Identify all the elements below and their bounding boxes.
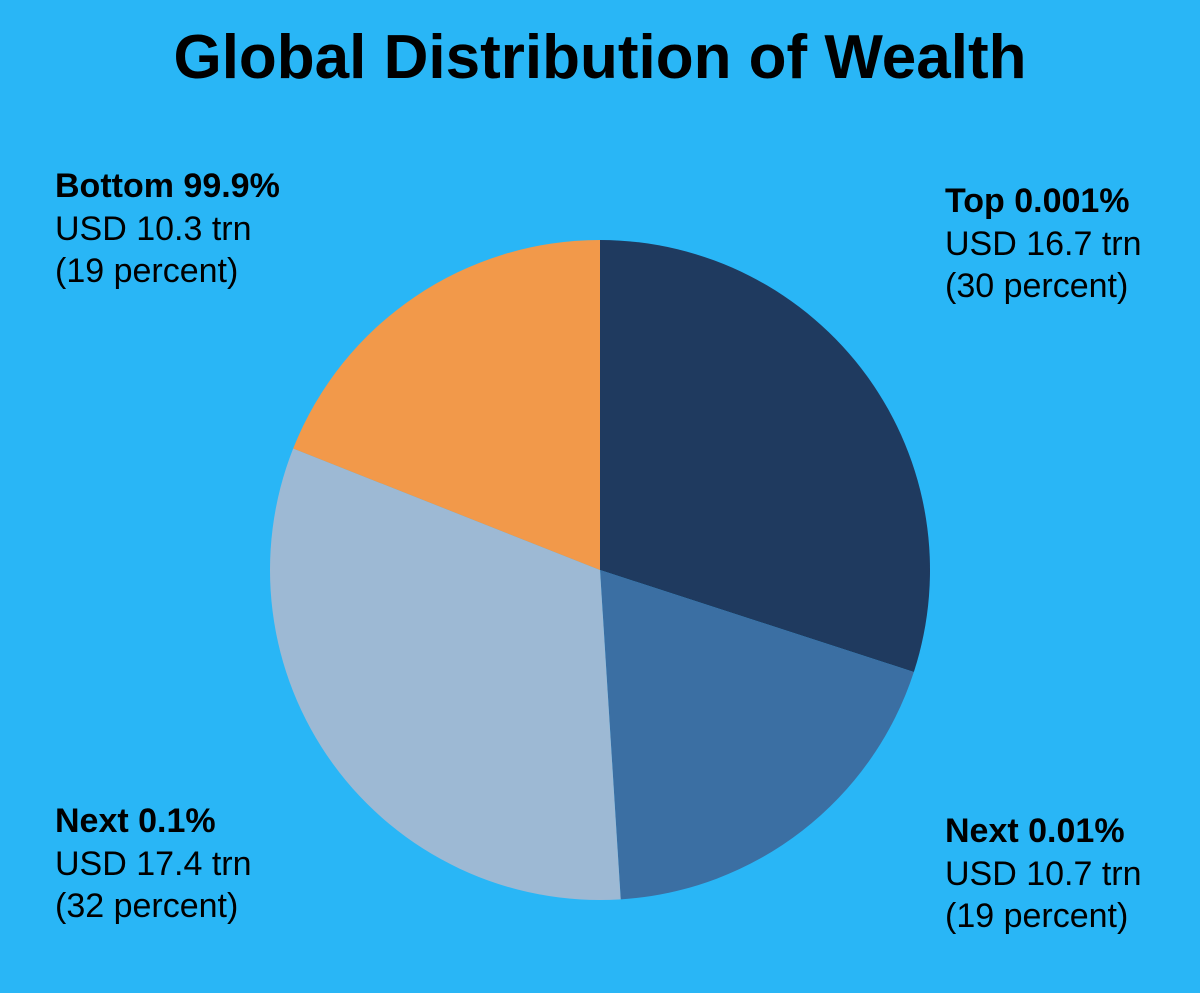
slice-label: Top 0.001%USD 16.7 trn(30 percent) [945, 180, 1142, 308]
slice-percent: (19 percent) [945, 895, 1142, 938]
slice-name: Next 0.1% [55, 800, 252, 843]
slice-label: Next 0.1%USD 17.4 trn(32 percent) [55, 800, 252, 928]
slice-value: USD 10.7 trn [945, 853, 1142, 896]
slice-percent: (19 percent) [55, 250, 280, 293]
slice-value: USD 10.3 trn [55, 208, 280, 251]
slice-percent: (32 percent) [55, 885, 252, 928]
slice-name: Top 0.001% [945, 180, 1142, 223]
slice-percent: (30 percent) [945, 265, 1142, 308]
slice-name: Next 0.01% [945, 810, 1142, 853]
slice-label: Bottom 99.9%USD 10.3 trn(19 percent) [55, 165, 280, 293]
chart-container: Global Distribution of Wealth Top 0.001%… [0, 0, 1200, 993]
slice-label: Next 0.01%USD 10.7 trn(19 percent) [945, 810, 1142, 938]
slice-value: USD 16.7 trn [945, 223, 1142, 266]
slice-name: Bottom 99.9% [55, 165, 280, 208]
slice-value: USD 17.4 trn [55, 843, 252, 886]
